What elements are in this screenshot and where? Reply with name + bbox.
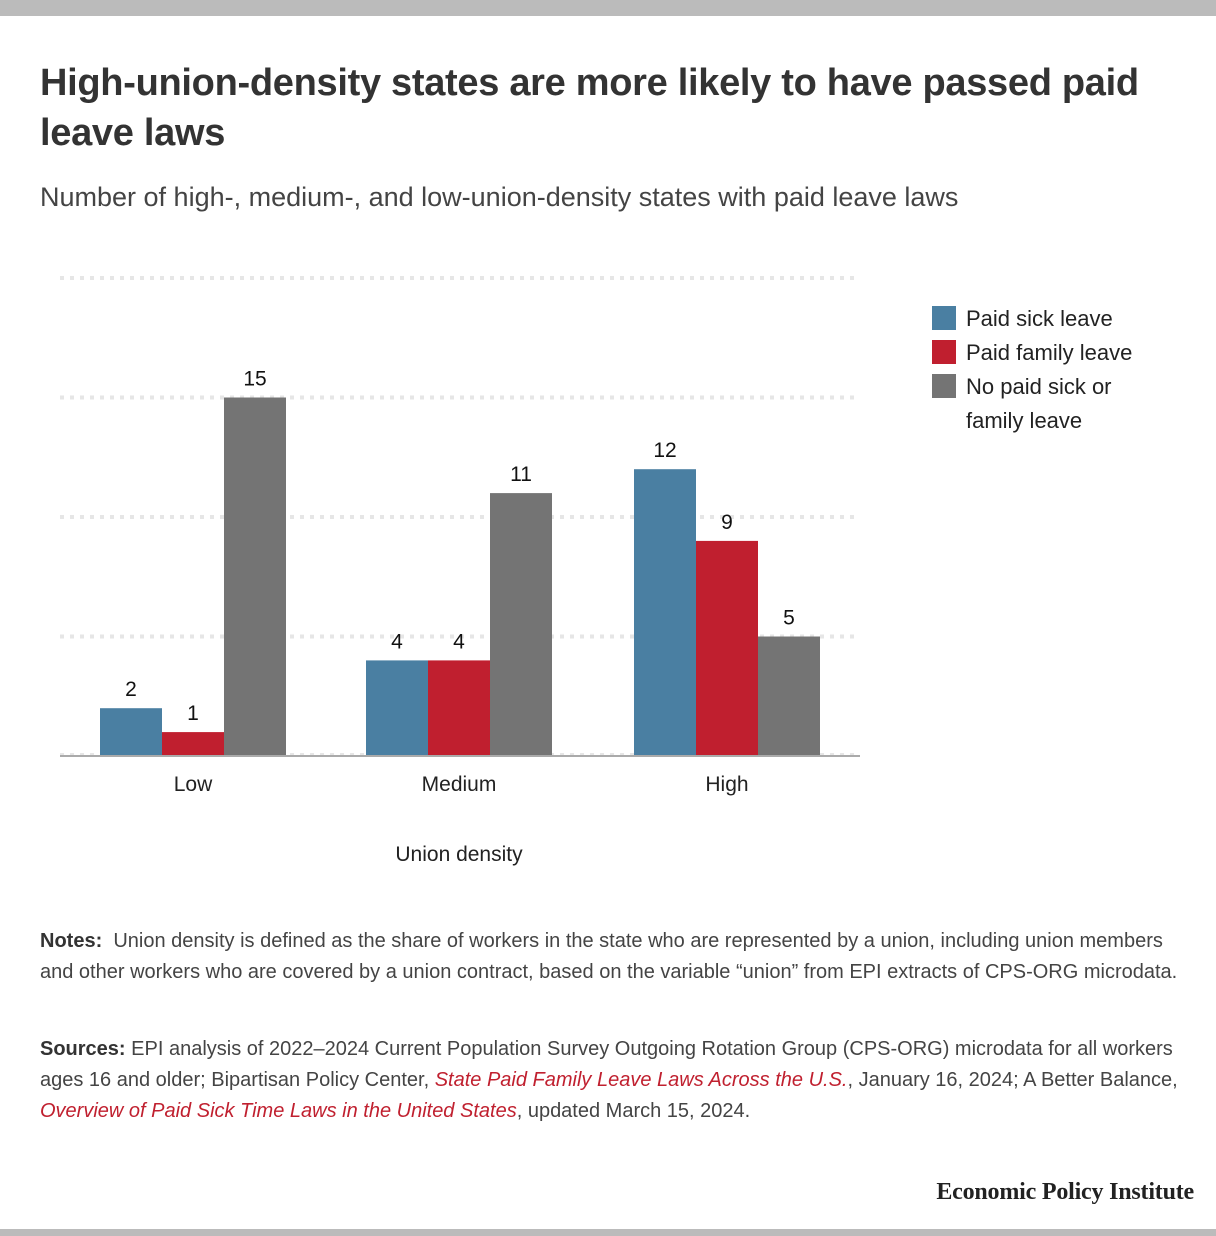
data-label: 5 (783, 607, 795, 630)
legend-swatch-paid-sick (932, 306, 956, 330)
data-labels: 2 1 15 4 4 11 12 9 5 (125, 368, 795, 726)
legend-item-no-paid-leave: No paid sick or family leave (932, 370, 1152, 438)
legend-item-paid-family: Paid family leave (932, 336, 1152, 370)
bar-low-paid-family-leave (162, 732, 224, 756)
sources: Sources: EPI analysis of 2022–2024 Curre… (40, 1034, 1180, 1127)
source-link-abb[interactable]: Overview of Paid Sick Time Laws in the U… (40, 1100, 517, 1122)
data-label: 1 (187, 702, 199, 725)
legend-swatch-no-paid-leave (932, 374, 956, 398)
top-border (0, 0, 1216, 16)
data-label: 9 (721, 511, 733, 534)
notes-label: Notes: (40, 930, 103, 952)
bar-medium-paid-family-leave (428, 660, 490, 756)
x-axis-title: Union density (395, 843, 523, 866)
bar-chart: 2 1 15 4 4 11 12 9 5 Low Medium High Union density (60, 276, 860, 866)
chart-title: High-union-density states are more likel… (40, 62, 1139, 154)
data-label: 11 (510, 463, 532, 486)
legend-item-paid-sick: Paid sick leave (932, 302, 1152, 336)
data-label: 4 (453, 630, 465, 653)
legend-label: Paid sick leave (966, 306, 1113, 331)
legend: Paid sick leave Paid family leave No pai… (932, 302, 1152, 438)
notes-text: Union density is defined as the share of… (40, 930, 1178, 983)
legend-label: Paid family leave (966, 340, 1133, 365)
x-tick-labels: Low Medium High (174, 773, 749, 796)
bar-medium-no-paid-sick-or-family-leave (490, 493, 552, 756)
source-link-bpc[interactable]: State Paid Family Leave Laws Across the … (434, 1069, 848, 1091)
bar-high-no-paid-sick-or-family-leave (758, 636, 820, 756)
data-label: 2 (125, 678, 137, 701)
legend-label: No paid sick or family leave (966, 374, 1112, 433)
x-tick-label-high: High (705, 773, 748, 796)
notes: Notes: Union density is defined as the s… (40, 926, 1180, 988)
bottom-border (0, 1229, 1216, 1236)
bars (100, 397, 820, 756)
data-label: 4 (391, 630, 403, 653)
epi-logo: Economic Policy Institute (936, 1179, 1194, 1205)
sources-text-2: , January 16, 2024; A Better Balance, (847, 1069, 1178, 1091)
bar-low-no-paid-sick-or-family-leave (224, 397, 286, 756)
data-label: 15 (243, 368, 266, 391)
bar-high-paid-family-leave (696, 540, 758, 756)
sources-text-1: EPI analysis of 2022–2024 Current Popula… (40, 1038, 1173, 1091)
chart-subtitle: Number of high-, medium-, and low-union-… (40, 182, 959, 212)
sources-text-3: , updated March 15, 2024. (516, 1100, 751, 1122)
bar-low-paid-sick-leave (100, 708, 162, 756)
bar-medium-paid-sick-leave (366, 660, 428, 756)
data-label: 12 (653, 439, 676, 462)
bar-high-paid-sick-leave (634, 469, 696, 756)
x-tick-label-medium: Medium (422, 773, 497, 796)
legend-swatch-paid-family (932, 340, 956, 364)
sources-label: Sources: (40, 1038, 126, 1060)
x-tick-label-low: Low (174, 773, 213, 796)
